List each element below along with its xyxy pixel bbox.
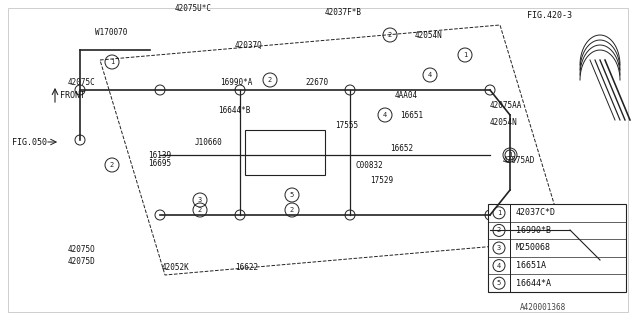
Circle shape <box>505 150 515 160</box>
Text: 16644*B: 16644*B <box>218 106 250 115</box>
Text: 16651A: 16651A <box>516 261 546 270</box>
Text: 4AA04: 4AA04 <box>395 91 418 100</box>
Text: 16652: 16652 <box>390 143 413 153</box>
Text: 2: 2 <box>198 207 202 213</box>
Text: 42075D: 42075D <box>68 258 96 267</box>
Text: J10660: J10660 <box>195 138 223 147</box>
Text: 42037C*D: 42037C*D <box>516 208 556 217</box>
Text: 5: 5 <box>290 192 294 198</box>
Text: 1: 1 <box>110 59 114 65</box>
Text: 16695: 16695 <box>148 158 171 167</box>
Text: 42075O: 42075O <box>68 245 96 254</box>
Text: 4: 4 <box>383 112 387 118</box>
Circle shape <box>75 85 85 95</box>
Text: 42075U*C: 42075U*C <box>175 4 212 12</box>
Text: FIG.050: FIG.050 <box>12 138 47 147</box>
Text: 4: 4 <box>428 72 432 78</box>
Text: 17555: 17555 <box>335 121 358 130</box>
Text: 16990*B: 16990*B <box>516 226 551 235</box>
Text: FRONT: FRONT <box>60 91 85 100</box>
Text: A420001368: A420001368 <box>520 303 566 313</box>
Circle shape <box>485 210 495 220</box>
Text: 2: 2 <box>497 228 501 233</box>
Text: C00832: C00832 <box>355 161 383 170</box>
Text: 42052K: 42052K <box>162 263 189 273</box>
Text: 42075AA: 42075AA <box>490 100 522 109</box>
Text: 16622: 16622 <box>235 263 258 273</box>
Bar <box>245 130 325 175</box>
Text: 2: 2 <box>268 77 272 83</box>
Circle shape <box>235 210 245 220</box>
Circle shape <box>485 85 495 95</box>
Text: 16139: 16139 <box>148 150 171 159</box>
Text: FIG.420-3: FIG.420-3 <box>527 11 573 20</box>
Circle shape <box>345 210 355 220</box>
Text: 42037Q: 42037Q <box>235 41 263 50</box>
Text: 42054N: 42054N <box>490 117 518 126</box>
Bar <box>488 204 626 292</box>
Text: 42075AD: 42075AD <box>503 156 536 164</box>
Text: 16990*A: 16990*A <box>220 77 252 86</box>
Text: 4: 4 <box>497 263 501 268</box>
Text: W170070: W170070 <box>95 28 127 36</box>
Text: 42037F*B: 42037F*B <box>325 7 362 17</box>
Text: 42075C: 42075C <box>68 77 96 86</box>
Text: 1: 1 <box>463 52 467 58</box>
Text: 3: 3 <box>198 197 202 203</box>
Text: 2: 2 <box>388 32 392 38</box>
Text: 1: 1 <box>508 152 512 158</box>
Text: 17529: 17529 <box>370 175 393 185</box>
Circle shape <box>155 85 165 95</box>
Text: 1: 1 <box>497 210 501 216</box>
Text: 16651: 16651 <box>400 110 423 119</box>
Circle shape <box>345 85 355 95</box>
Text: 2: 2 <box>290 207 294 213</box>
Text: 5: 5 <box>497 280 501 286</box>
Text: 2: 2 <box>110 162 114 168</box>
Circle shape <box>75 135 85 145</box>
Text: 3: 3 <box>497 245 501 251</box>
Text: 42054N: 42054N <box>415 30 443 39</box>
Text: 22670: 22670 <box>305 77 328 86</box>
Circle shape <box>235 85 245 95</box>
Circle shape <box>155 210 165 220</box>
Text: 16644*A: 16644*A <box>516 279 551 288</box>
Text: M250068: M250068 <box>516 244 551 252</box>
